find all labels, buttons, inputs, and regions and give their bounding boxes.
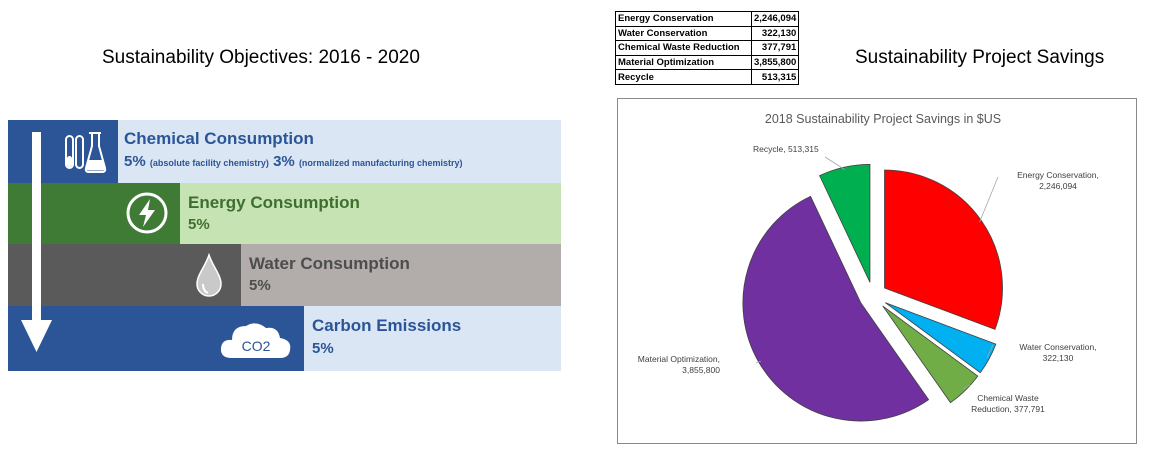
pie-slice-recycle [819, 163, 871, 283]
energy-consumption-band: Energy Consumption 5% [8, 183, 561, 244]
leader-line [963, 384, 971, 390]
table-cell-value: 322,130 [750, 25, 800, 42]
co2-cloud-icon: CO2 [220, 323, 291, 358]
water-consumption-target: 5% [249, 277, 271, 294]
chart-title: 2018 Sustainability Project Savings in $… [765, 112, 1001, 126]
carbon-emissions-band: Carbon Emissions 5% CO2 [8, 306, 561, 371]
carbon-emissions-target: 5% [312, 340, 334, 357]
table-row: Water Conservation 322,130 [615, 25, 800, 42]
chemical-consumption-title: Chemical Consumption [124, 129, 314, 148]
table-row: Energy Conservation 2,246,094 [615, 11, 800, 27]
table-cell-value: 2,246,094 [750, 11, 800, 27]
pie-chart-svg: 2018 Sustainability Project Savings in $… [638, 112, 1099, 422]
objectives-heading: Sustainability Objectives: 2016 - 2020 [102, 47, 420, 68]
leader-line [824, 156, 845, 170]
pie-label-chemical-waste-reduction: Chemical Waste Reduction, 377,791 [971, 393, 1045, 414]
chemical-consumption-band: Chemical Consumption 5% (absolute facili… [8, 120, 561, 183]
chemical-target-absolute: 5% [124, 153, 146, 170]
flask-icon [65, 132, 107, 173]
lightning-icon [126, 192, 168, 234]
chemical-consumption-targets: 5% (absolute facility chemistry) 3% (nor… [124, 153, 462, 170]
energy-consumption-title: Energy Consumption [188, 193, 360, 212]
pie-label-recycle: Recycle, 513,315 [753, 144, 819, 154]
savings-pie-chart: 2018 Sustainability Project Savings in $… [617, 98, 1137, 444]
chemical-target-normalized-note: (normalized manufacturing chemistry) [298, 158, 463, 168]
pie-slice-energy-conservation [884, 169, 1003, 330]
objectives-infographic: Chemical Consumption 5% (absolute facili… [8, 120, 561, 371]
table-row: Material Optimization 3,855,800 [615, 54, 800, 71]
leader-line [979, 176, 999, 223]
water-consumption-band: Water Consumption 5% [8, 244, 561, 306]
chemical-target-normalized: 3% [273, 153, 295, 170]
table-cell-category: Material Optimization [615, 54, 752, 71]
table-cell-value: 377,791 [750, 40, 800, 56]
table-cell-category: Energy Conservation [615, 11, 752, 27]
table-row: Recycle 513,315 [615, 69, 800, 85]
savings-heading: Sustainability Project Savings [855, 47, 1105, 68]
savings-table: Energy Conservation 2,246,094 Water Conser… [615, 11, 800, 85]
pie-slice-water-conservation [885, 302, 997, 374]
co2-label: CO2 [242, 338, 271, 354]
pie-slice-chemical-waste-reduction [882, 305, 979, 404]
pie-label-material-optimization: Material Optimization, 3,855,800 [638, 354, 720, 375]
pie-label-energy-conservation: Energy Conservation, 2,246,094 [1017, 170, 1099, 191]
down-arrow-icon [21, 132, 52, 352]
table-row: Chemical Waste Reduction 377,791 [615, 40, 800, 56]
table-cell-value: 3,855,800 [750, 54, 800, 71]
leader-line [986, 344, 994, 358]
leader-line [755, 360, 762, 364]
water-consumption-title: Water Consumption [249, 254, 410, 273]
table-cell-category: Chemical Waste Reduction [615, 40, 752, 56]
water-drop-icon [196, 253, 222, 297]
table-cell-value: 513,315 [750, 69, 800, 85]
pie-label-water-conservation: Water Conservation, 322,130 [1019, 342, 1096, 363]
chemical-target-absolute-note: (absolute facility chemistry) [149, 158, 269, 168]
table-cell-category: Recycle [615, 69, 752, 85]
carbon-emissions-title: Carbon Emissions [312, 316, 462, 335]
energy-consumption-target: 5% [188, 216, 210, 233]
table-cell-category: Water Conservation [615, 25, 752, 42]
